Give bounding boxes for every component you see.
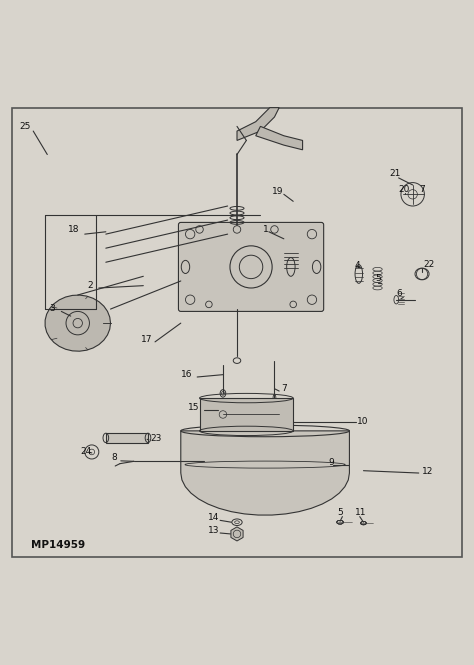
Text: 24: 24 bbox=[80, 448, 91, 456]
Text: 9: 9 bbox=[328, 458, 334, 467]
Polygon shape bbox=[231, 527, 243, 541]
Text: 17: 17 bbox=[141, 335, 153, 344]
Text: 2: 2 bbox=[87, 281, 93, 290]
Text: 16: 16 bbox=[181, 370, 192, 379]
Text: 21: 21 bbox=[389, 168, 401, 178]
Text: 13: 13 bbox=[208, 526, 219, 535]
Text: 3: 3 bbox=[50, 305, 55, 313]
Text: 15: 15 bbox=[188, 403, 199, 412]
Text: 18: 18 bbox=[68, 225, 80, 234]
Text: MP14959: MP14959 bbox=[31, 540, 85, 550]
Polygon shape bbox=[237, 108, 279, 140]
Polygon shape bbox=[256, 126, 302, 150]
Text: 5: 5 bbox=[375, 274, 381, 283]
Text: 8: 8 bbox=[111, 453, 117, 462]
Text: 4: 4 bbox=[354, 261, 360, 270]
Text: 11: 11 bbox=[355, 508, 366, 517]
Text: 1: 1 bbox=[263, 225, 268, 234]
Polygon shape bbox=[45, 295, 110, 351]
Text: 22: 22 bbox=[423, 260, 435, 269]
Bar bbox=[200, 398, 293, 431]
Text: 5: 5 bbox=[337, 508, 344, 517]
Polygon shape bbox=[181, 431, 349, 515]
Text: 23: 23 bbox=[150, 434, 162, 443]
Text: 7: 7 bbox=[282, 384, 287, 393]
Text: 20: 20 bbox=[399, 185, 410, 194]
Text: 14: 14 bbox=[208, 513, 219, 522]
Text: 6: 6 bbox=[396, 289, 402, 298]
Text: 10: 10 bbox=[356, 417, 368, 426]
Text: 12: 12 bbox=[422, 467, 433, 476]
Text: 25: 25 bbox=[19, 122, 30, 131]
Text: 19: 19 bbox=[272, 188, 283, 196]
FancyBboxPatch shape bbox=[178, 222, 324, 311]
Text: 7: 7 bbox=[419, 185, 425, 194]
Polygon shape bbox=[106, 433, 148, 443]
